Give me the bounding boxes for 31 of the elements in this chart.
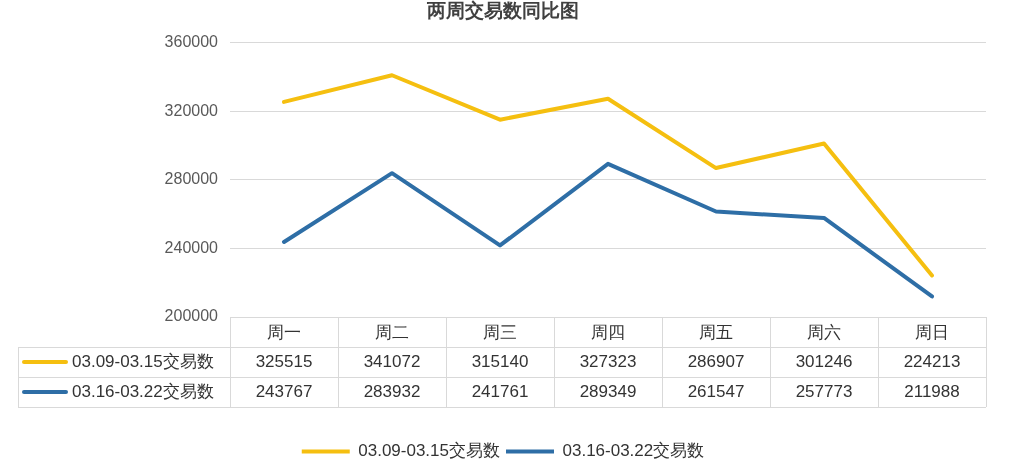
x-tick-label: 周四: [591, 322, 625, 342]
y-tick-label: 280000: [164, 170, 219, 188]
y-tick-label: 320000: [164, 101, 219, 119]
text: 03.16-03.22交易数: [562, 441, 705, 461]
x-tick-label: 周二: [375, 322, 409, 342]
data-label: 325515: [255, 351, 313, 371]
chart-title: 两周交易数同比图: [426, 0, 579, 21]
legend-label: 03.09-03.15交易数: [72, 351, 214, 371]
data-label: 211988: [904, 381, 960, 401]
data-label: 241761: [471, 381, 529, 401]
data-label: 283932: [363, 381, 421, 401]
data-label: 243767: [255, 381, 313, 401]
text: 03.09-03.15交易数: [358, 441, 501, 461]
y-tick-label: 240000: [164, 238, 219, 256]
data-label: 327323: [579, 351, 637, 371]
x-tick-label: 周六: [807, 322, 841, 342]
y-tick-label: 360000: [164, 33, 219, 51]
x-tick-label: 周三: [483, 322, 517, 342]
data-label: 315140: [471, 351, 529, 371]
data-label: 224213: [903, 351, 961, 371]
x-tick-label: 周一: [267, 322, 301, 342]
data-label: 341072: [363, 351, 421, 371]
x-tick-label: 周日: [915, 322, 949, 342]
x-tick-label: 周五: [699, 322, 733, 342]
data-label: 289349: [579, 381, 637, 401]
data-label: 261547: [687, 381, 745, 401]
data-label: 286907: [687, 351, 745, 371]
y-tick-label: 200000: [164, 307, 219, 325]
data-label: 257773: [795, 381, 853, 401]
data-label: 301246: [795, 351, 853, 371]
legend-label: 03.16-03.22交易数: [72, 381, 214, 401]
